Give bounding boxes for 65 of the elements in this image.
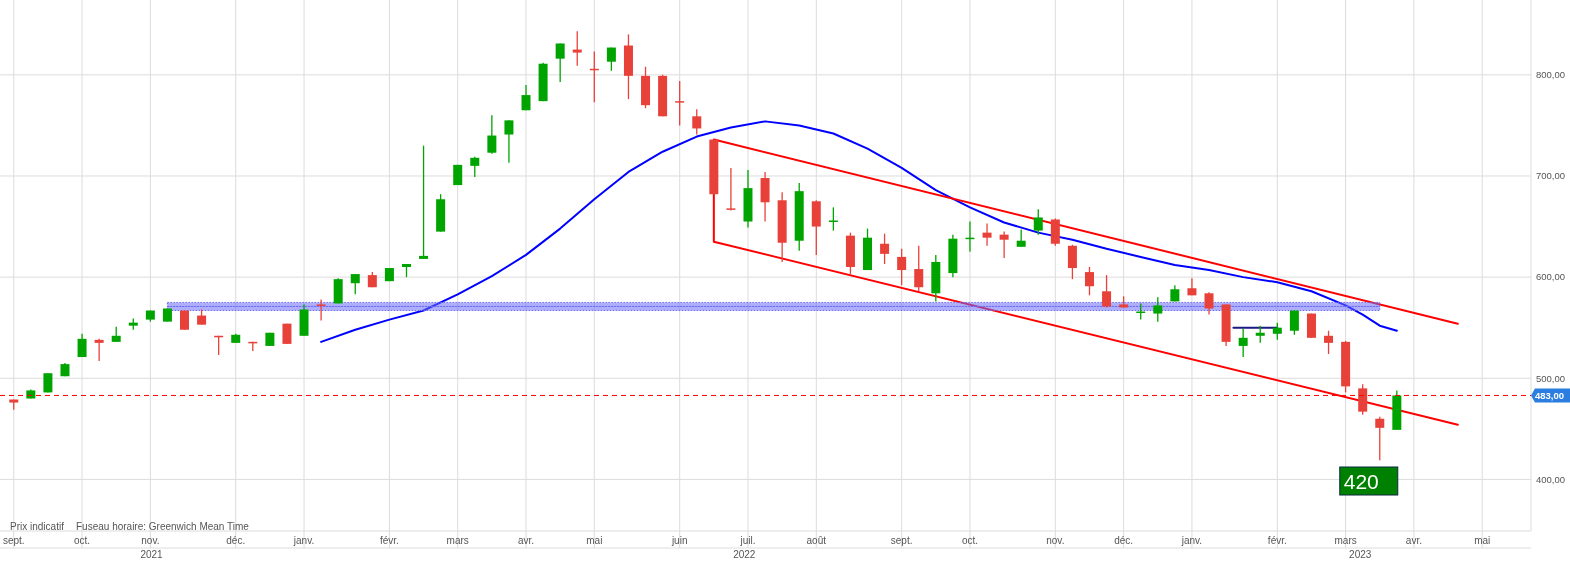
candlestick [419, 145, 429, 260]
candlestick [470, 156, 480, 178]
candlestick [1102, 274, 1112, 309]
x-tick-label: nov. [1046, 535, 1065, 546]
y-tick-label: 800,00 [1536, 69, 1566, 81]
candlestick [1033, 208, 1043, 236]
x-tick-label: mai [586, 535, 603, 546]
candlestick [1067, 244, 1077, 280]
line-series [320, 120, 1398, 343]
x-tick-label: sept. [890, 535, 913, 546]
x-tick-label: mars [1334, 535, 1357, 546]
candlestick [487, 114, 497, 155]
y-tick-label: 400,00 [1536, 473, 1566, 485]
candlestick [94, 338, 104, 362]
y-tick-label: 500,00 [1536, 372, 1566, 384]
candlestick [504, 119, 514, 164]
candlestick [1324, 330, 1334, 355]
text: 2023 [1349, 549, 1372, 560]
candlestick [675, 80, 685, 127]
candlestick [914, 245, 924, 292]
x-tick-label: juil. [739, 535, 756, 546]
candlestick [828, 206, 838, 232]
x-tick-label: juin [670, 535, 688, 546]
candlestick [1358, 383, 1368, 416]
x-tick-label: janv. [1180, 535, 1203, 546]
candlestick [880, 232, 890, 265]
x-tick-label: déc. [226, 535, 246, 546]
x-tick-label: janv. [292, 535, 315, 546]
x-tick-label: févr. [1267, 535, 1287, 546]
candlestick [1289, 309, 1299, 336]
candlestick [1187, 277, 1197, 296]
text: 2022 [733, 549, 756, 560]
x-tick-label: févr. [379, 535, 399, 546]
candlestick [897, 248, 907, 286]
x-tick-label: mars [446, 535, 469, 546]
x-tick-label: août [806, 535, 827, 546]
x-tick-label: oct. [961, 535, 979, 546]
candlestick [1084, 266, 1094, 296]
candlestick [999, 230, 1009, 259]
candlestick [692, 108, 702, 136]
annotation: Fuseau horaire: Greenwich Mean Time [76, 521, 250, 532]
y-tick-label: 600,00 [1536, 271, 1566, 283]
candlestick [555, 42, 565, 83]
x-tick-label: sept. [2, 535, 25, 546]
annotation: 420 [1343, 469, 1379, 493]
candlestick [316, 298, 326, 322]
x-tick-label: déc. [1114, 535, 1134, 546]
candlestick [982, 222, 992, 247]
text: 2021 [140, 549, 164, 560]
y-tick-label: 700,00 [1536, 170, 1566, 182]
candlestick [1153, 296, 1163, 323]
x-tick-label: avr. [1405, 535, 1422, 546]
x-tick-label: nov. [141, 535, 160, 546]
annotation: Prix indicatif [10, 521, 65, 532]
ref-line-label: 483,00 [1535, 389, 1565, 401]
x-tick-label: avr. [517, 535, 535, 546]
x-tick-label: mai [1474, 535, 1491, 546]
candlestick [350, 273, 360, 295]
candlestick [1375, 416, 1385, 461]
x-tick-label: oct. [74, 535, 91, 546]
candlestick [521, 84, 531, 111]
candlestick [572, 30, 582, 67]
candlestick [726, 167, 736, 212]
candlestick [1238, 328, 1248, 358]
candlestick [1204, 291, 1214, 316]
